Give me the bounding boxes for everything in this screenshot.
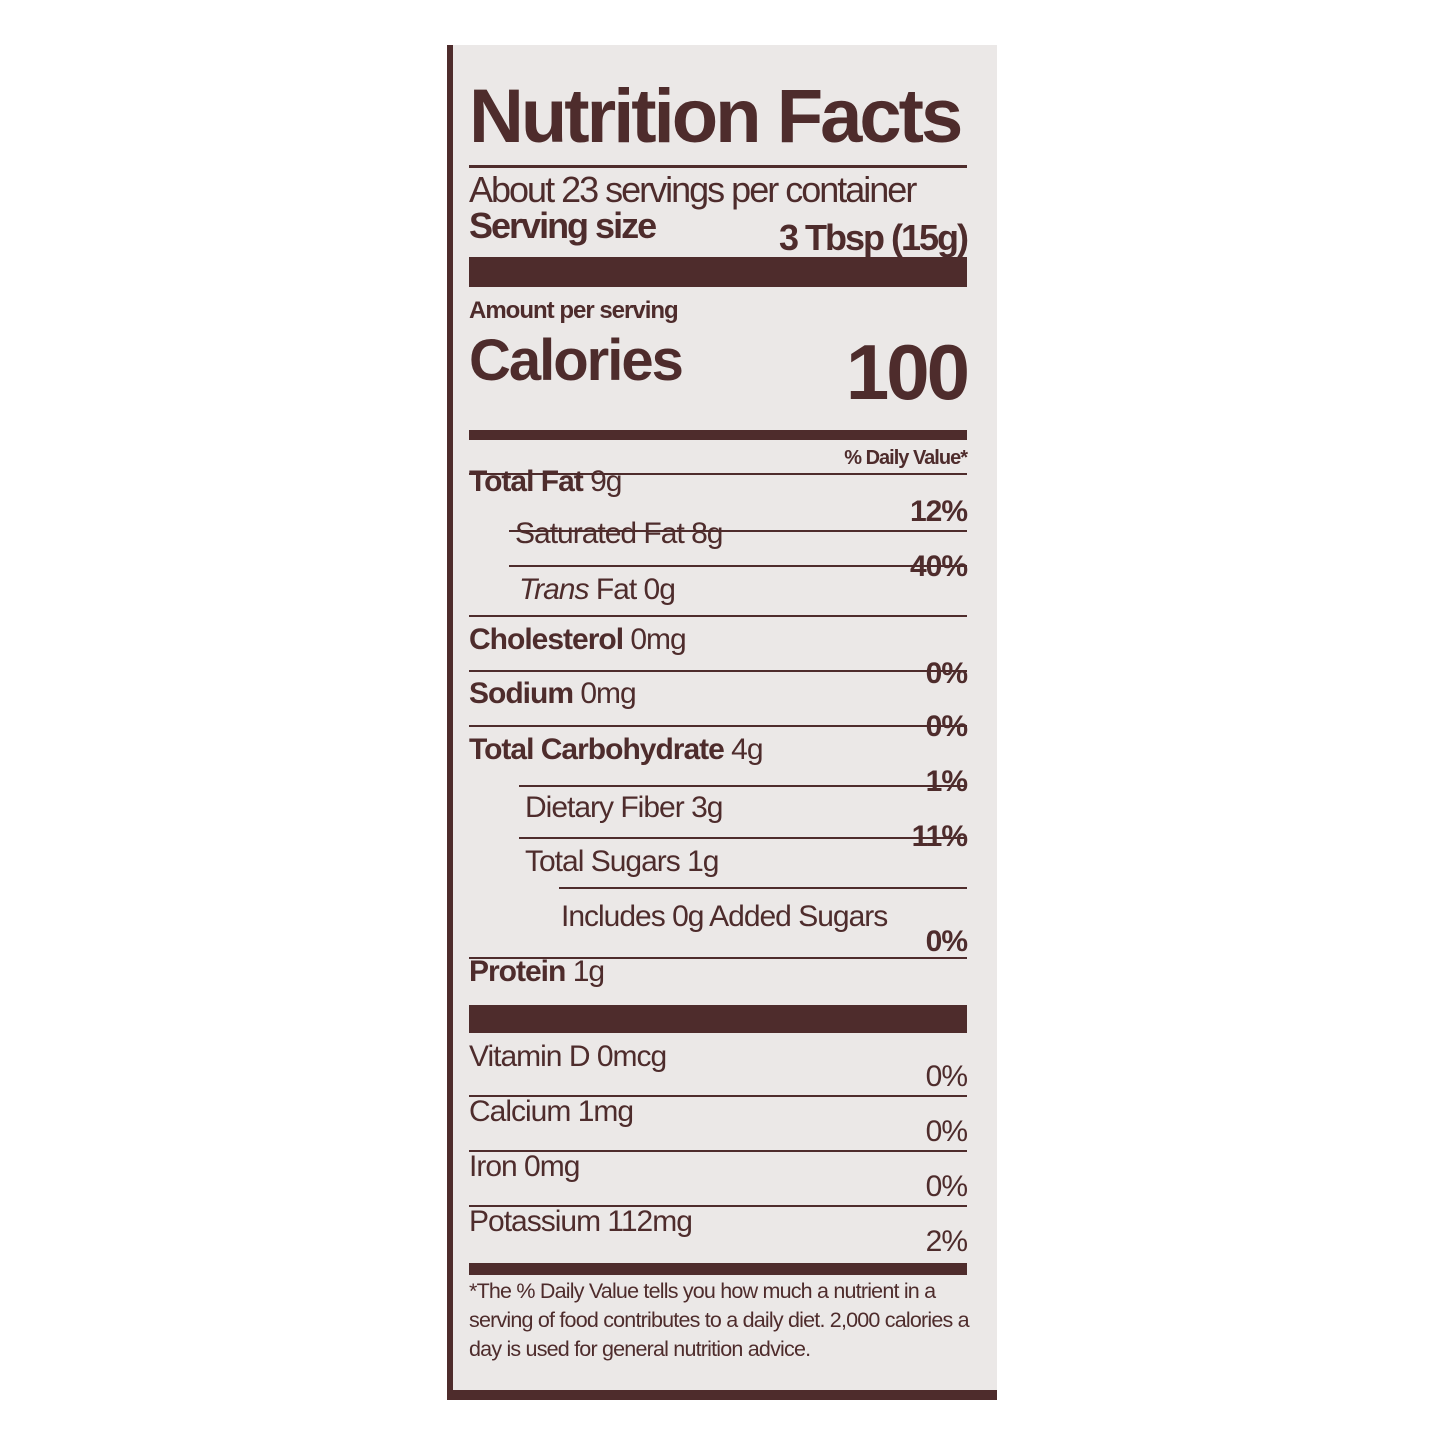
divider	[469, 615, 967, 617]
vitamin-name: Potassium	[469, 1205, 601, 1238]
calories-value: 100	[845, 328, 970, 416]
footnote: *The % Daily Value tells you how much a …	[469, 1279, 970, 1361]
vitamin-amount: 0mg	[524, 1150, 580, 1183]
vitamin-amount: 112mg	[607, 1205, 693, 1238]
serving-size-value: 3 Tbsp (15g)	[778, 217, 969, 258]
medium-divider	[469, 1263, 967, 1275]
nutrient-name: Includes 0g Added Sugars	[561, 900, 888, 933]
label-title: Nutrition Facts	[469, 74, 963, 159]
nutrient-name: Saturated Fat	[515, 517, 685, 550]
nutrient-amount: 0mg	[580, 677, 636, 710]
divider	[469, 725, 967, 727]
nutrient-name: Total Carbohydrate	[469, 733, 725, 766]
divider	[509, 565, 967, 567]
nutrient-amount: 4g	[731, 733, 763, 766]
vitamin-amount: 0mcg	[596, 1040, 667, 1073]
vitamin-name: Calcium	[469, 1095, 571, 1128]
divider	[469, 473, 967, 475]
divider	[469, 1095, 967, 1097]
divider	[509, 530, 967, 532]
amount-per-serving: Amount per serving	[469, 297, 679, 324]
thick-divider	[469, 257, 967, 287]
nutrient-amount: 9g	[590, 465, 622, 498]
vitamin-dv: 0%	[925, 1060, 968, 1093]
nutrient-dv: 0%	[925, 710, 968, 743]
divider	[469, 957, 967, 959]
nutrient-amount: 1g	[572, 955, 605, 988]
nutrient-name: Dietary Fiber	[525, 791, 685, 824]
daily-value-header: % Daily Value*	[844, 447, 968, 469]
vitamin-amount: 1mg	[577, 1095, 634, 1128]
nutrient-name: Total Fat	[469, 465, 584, 498]
medium-divider	[469, 430, 967, 440]
serving-size-label: Serving size	[469, 205, 657, 246]
divider	[469, 1205, 967, 1207]
nutrient-dv: 12%	[909, 495, 968, 528]
nutrient-name: Protein	[469, 955, 566, 988]
divider	[469, 1150, 967, 1152]
vitamin-dv: 2%	[925, 1225, 968, 1258]
nutrient-dv: 0%	[925, 657, 968, 690]
divider	[519, 837, 967, 839]
vitamin-name: Iron	[469, 1150, 518, 1183]
nutrient-name: Trans	[519, 573, 589, 606]
vitamin-name: Vitamin D	[469, 1040, 590, 1073]
divider	[519, 785, 967, 787]
nutrient-name: Sodium	[469, 677, 574, 710]
vitamin-dv: 0%	[925, 1115, 968, 1148]
calories-label: Calories	[469, 328, 684, 393]
vitamin-dv: 0%	[925, 1170, 968, 1203]
nutrient-dv: 0%	[925, 925, 968, 958]
nutrition-facts-label: Nutrition Facts About 23 servings per co…	[447, 45, 997, 1400]
nutrient-amount: 8g	[691, 517, 723, 550]
divider	[559, 887, 967, 889]
nutrient-amount: 3g	[691, 791, 723, 824]
nutrient-dv: 1%	[925, 765, 968, 798]
nutrient-amount: 1g	[687, 845, 719, 878]
nutrient-dv: 40%	[909, 550, 968, 583]
divider	[469, 670, 967, 672]
thick-divider	[469, 1005, 967, 1033]
nutrient-dv: 11%	[911, 820, 968, 853]
nutrient-amount: 0mg	[630, 623, 686, 656]
servings-per-container: About 23 servings per container	[469, 169, 917, 210]
nutrient-name: Total Sugars	[525, 845, 681, 878]
nutrient-name-suffix: Fat	[595, 573, 637, 606]
nutrient-amount: 0g	[643, 573, 676, 606]
divider	[469, 165, 967, 168]
nutrient-name: Cholesterol	[469, 623, 624, 656]
